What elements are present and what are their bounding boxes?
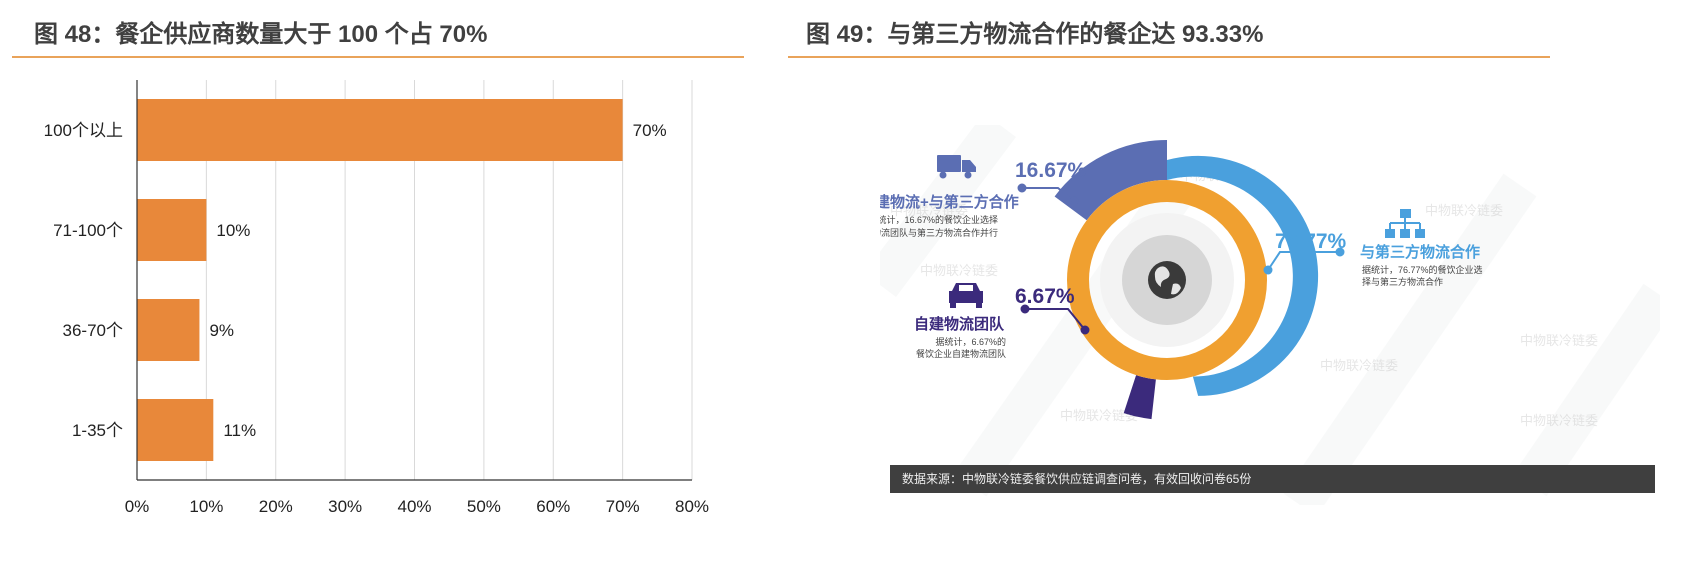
watermark-text: 中物联冷链委 xyxy=(920,263,998,278)
source-bar: 数据来源：中物联冷链委餐饮供应链调查问卷，有效回收问卷65份 xyxy=(890,465,1655,493)
bar-chart: 0% 10% 20% 30% 40% 50% 60% 70% 80% 100个以上 70% 71-10… xyxy=(44,80,709,516)
right-panel-title: 图 49：与第三方物流合作的餐企达 93.33% xyxy=(806,21,1264,48)
x-tick-label: 50% xyxy=(467,497,501,516)
bar xyxy=(137,399,214,461)
bar xyxy=(137,299,200,361)
segment-desc-6-line1: 据统计，6.67%的 xyxy=(935,336,1006,347)
value-label: 9% xyxy=(209,321,234,340)
segment-desc-16-line2: 自建物流团队与第三方物流合作并行 xyxy=(880,227,998,238)
x-tick-label: 80% xyxy=(675,497,709,516)
segment-third-party xyxy=(1167,155,1319,396)
x-tick-label: 60% xyxy=(536,497,570,516)
segment-desc-6-line2: 餐饮企业自建物流团队 xyxy=(916,348,1006,359)
category-label: 71-100个 xyxy=(53,221,123,240)
value-label: 10% xyxy=(216,221,250,240)
left-panel-title: 图 48：餐企供应商数量大于 100 个占 70% xyxy=(34,21,488,48)
segment-self-built xyxy=(1123,375,1156,420)
logistics-figure: 中物联冷链委 中物联冷链委 中物联冷链委 中物联冷链委 中物联冷链委 中物联冷链… xyxy=(880,125,1660,505)
value-label-16: 16.67% xyxy=(1015,159,1087,182)
x-tick-label: 70% xyxy=(606,497,640,516)
watermark-text: 中物联冷链委 xyxy=(1320,358,1398,373)
category-label: 36-70个 xyxy=(63,321,123,340)
segment-self-and-third-party xyxy=(1054,140,1167,221)
category-label: 100个以上 xyxy=(44,121,123,140)
watermark-text: 中物联冷链委 xyxy=(890,203,968,218)
connector-76 xyxy=(1263,247,1345,275)
globe-icon xyxy=(1148,261,1186,299)
bar xyxy=(137,99,623,161)
segment-desc-76-line1: 据统计，76.77%的餐饮企业选 xyxy=(1362,264,1483,275)
x-tick-label: 40% xyxy=(397,497,431,516)
segment-title-6: 自建物流团队 xyxy=(914,315,1005,333)
value-label-76: 76.77% xyxy=(1275,230,1347,253)
value-label: 70% xyxy=(633,121,667,140)
segment-desc-76-line2: 择与第三方物流合作 xyxy=(1362,276,1443,287)
watermark-text: 中物联冷链委 xyxy=(1425,203,1503,218)
x-tick-label: 20% xyxy=(259,497,293,516)
connector-6 xyxy=(1020,304,1090,335)
watermark-text: 中物联冷链委 xyxy=(1060,408,1138,423)
category-label: 1-35个 xyxy=(72,421,123,440)
left-title-rule xyxy=(12,56,744,58)
watermark-text: 中物联冷链委 xyxy=(1520,333,1598,348)
value-label: 11% xyxy=(223,421,256,440)
bar xyxy=(137,199,207,261)
donut-orange-ring xyxy=(1067,180,1267,380)
right-title-rule xyxy=(788,56,1550,58)
connector-16 xyxy=(1017,183,1079,206)
segment-title-76: 与第三方物流合作 xyxy=(1360,243,1480,261)
watermark-text: 中物联冷链委 xyxy=(1520,413,1598,428)
x-tick-label: 30% xyxy=(328,497,362,516)
segment-title-16: 自建物流+与第三方合作 xyxy=(880,193,1019,211)
truck-icon xyxy=(937,155,976,179)
value-label-6: 6.67% xyxy=(1015,285,1075,308)
segment-desc-16-line1: 据统计，16.67%的餐饮企业选择 xyxy=(880,214,998,225)
x-tick-label: 10% xyxy=(189,497,223,516)
car-icon xyxy=(949,283,983,308)
logistics-graphic: 中物联冷链委 中物联冷链委 中物联冷链委 中物联冷链委 中物联冷链委 中物联冷链… xyxy=(880,125,1660,505)
network-icon xyxy=(1385,209,1425,238)
x-tick-label: 0% xyxy=(125,497,150,516)
